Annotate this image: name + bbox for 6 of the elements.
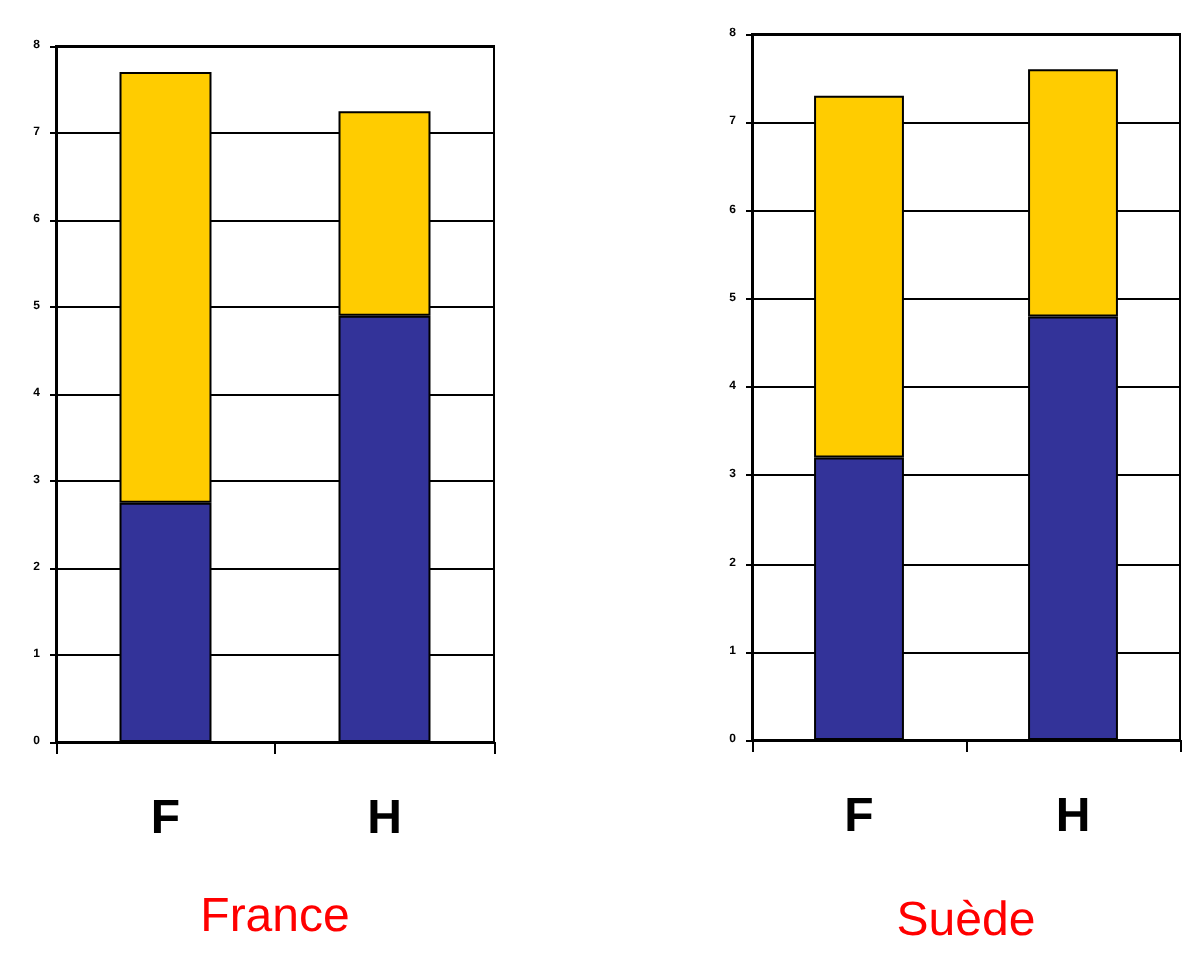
x-axis-title: France [200,889,350,943]
x-tick-label: F [150,791,181,845]
x-axis-title: Suède [896,893,1036,947]
x-tick-label: F [844,789,874,843]
x-tick-label: H [367,791,402,845]
x-tick-label: H [1055,789,1091,843]
